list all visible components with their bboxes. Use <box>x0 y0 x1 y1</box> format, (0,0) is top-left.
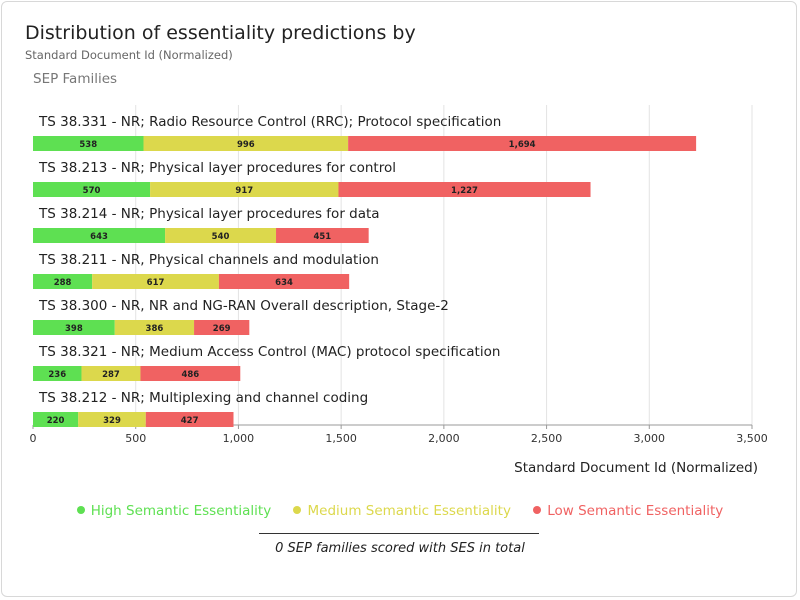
x-tick-label: 1,500 <box>325 432 357 445</box>
legend-dot-medium <box>293 506 302 514</box>
bar-segment-low <box>276 228 369 243</box>
bar-segment-medium <box>114 320 195 335</box>
bar-value-label: 540 <box>212 232 230 242</box>
bar-segment-high <box>33 412 79 427</box>
category-label: TS 38.331 - NR; Radio Resource Control (… <box>38 114 501 130</box>
bar-value-label: 287 <box>102 370 120 380</box>
legend-label-medium: Medium Semantic Essentiality <box>307 503 511 519</box>
bar-segment-high <box>33 182 151 197</box>
chart-subtitle: Standard Document Id (Normalized) <box>25 48 233 62</box>
x-tick-label: 2,500 <box>531 432 563 445</box>
bar-value-label: 996 <box>237 140 255 150</box>
bar-value-label: 617 <box>147 278 165 288</box>
legend-label-low: Low Semantic Essentiality <box>547 503 724 519</box>
bar-segment-high <box>33 228 166 243</box>
bar-value-label: 220 <box>47 416 65 426</box>
bar-segment-low <box>145 412 234 427</box>
bar-value-label: 288 <box>54 278 72 288</box>
category-label: TS 38.213 - NR; Physical layer procedure… <box>38 160 396 176</box>
bar-segment-high <box>33 320 115 335</box>
legend-item-low[interactable]: Low Semantic Essentiality <box>533 503 723 519</box>
bar-segment-medium <box>92 274 219 289</box>
bar-segment-high <box>33 366 82 381</box>
bar-segment-low <box>140 366 241 381</box>
legend-item-medium[interactable]: Medium Semantic Essentiality <box>293 503 511 519</box>
bar-value-label: 329 <box>103 416 121 426</box>
bar-value-label: 570 <box>83 186 101 196</box>
bar-value-label: 538 <box>79 140 97 150</box>
bar-value-label: 451 <box>313 232 331 242</box>
chart-title: Distribution of essentiality predictions… <box>25 22 416 44</box>
x-tick-label: 0 <box>30 432 37 445</box>
legend-dot-high <box>76 506 85 514</box>
x-tick-label: 3,000 <box>634 432 666 445</box>
x-tick-label: 500 <box>125 432 146 445</box>
legend-dot-low <box>533 506 542 514</box>
bar-value-label: 427 <box>181 416 199 426</box>
bar-segment-medium <box>165 228 277 243</box>
x-tick-label: 1,000 <box>223 432 255 445</box>
legend: High Semantic Essentiality Medium Semant… <box>0 503 800 519</box>
bar-value-label: 1,227 <box>451 186 478 196</box>
footer-divider <box>259 533 539 534</box>
bar-value-label: 386 <box>146 324 164 334</box>
footer-summary: 0 SEP families scored with SES in total <box>275 541 525 556</box>
legend-item-high[interactable]: High Semantic Essentiality <box>76 503 272 519</box>
bar-segment-low <box>338 182 591 197</box>
category-label: TS 38.214 - NR; Physical layer procedure… <box>38 206 380 222</box>
category-label: TS 38.300 - NR, NR and NG-RAN Overall de… <box>38 298 449 314</box>
bar-segment-medium <box>78 412 146 427</box>
bar-value-label: 236 <box>48 370 66 380</box>
category-label: TS 38.211 - NR, Physical channels and mo… <box>38 252 379 268</box>
bar-value-label: 486 <box>181 370 199 380</box>
bar-segment-medium <box>143 136 349 151</box>
x-axis-title: Standard Document Id (Normalized) <box>514 460 758 476</box>
bar-value-label: 634 <box>275 278 293 288</box>
bar-segment-medium <box>150 182 339 197</box>
bar-segment-low <box>218 274 350 289</box>
bar-segment-medium <box>81 366 141 381</box>
bar-segment-high <box>33 136 144 151</box>
bar-value-label: 1,694 <box>509 140 536 150</box>
bar-value-label: 917 <box>235 186 253 196</box>
category-label: TS 38.212 - NR; Multiplexing and channel… <box>38 390 368 406</box>
y-axis-label: SEP Families <box>33 71 118 87</box>
bar-segment-low <box>348 136 697 151</box>
legend-label-high: High Semantic Essentiality <box>90 503 272 519</box>
x-tick-label: 2,000 <box>428 432 460 445</box>
bar-value-label: 643 <box>90 232 108 242</box>
category-label: TS 38.321 - NR; Medium Access Control (M… <box>38 344 500 360</box>
bar-value-label: 398 <box>65 324 83 334</box>
x-tick-label: 3,500 <box>736 432 768 445</box>
bar-value-label: 269 <box>213 324 231 334</box>
bar-segment-low <box>194 320 250 335</box>
bar-segment-high <box>33 274 93 289</box>
